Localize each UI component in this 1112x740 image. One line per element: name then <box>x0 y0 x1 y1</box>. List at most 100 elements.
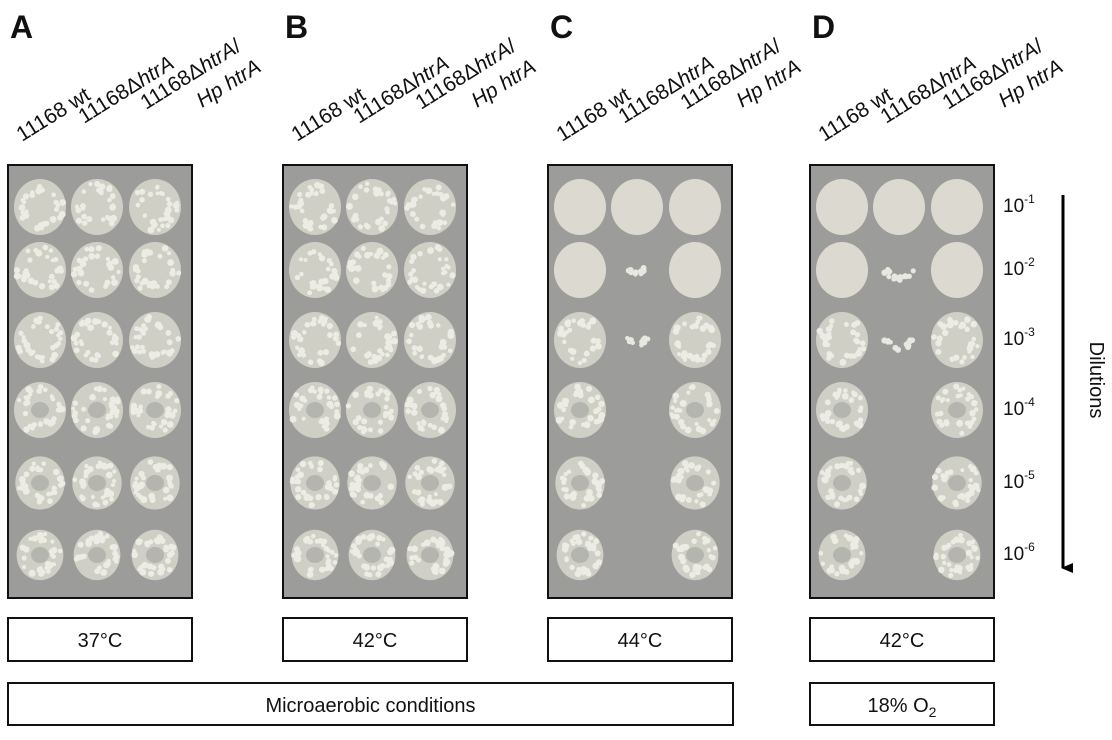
colony-dot <box>114 341 119 346</box>
colony-dot <box>28 349 35 357</box>
colony-dot <box>169 412 176 419</box>
colony-dot <box>333 552 339 558</box>
colony-dot <box>675 493 683 501</box>
colony-dot <box>37 467 44 473</box>
colony-dot <box>13 272 21 280</box>
spot-center <box>948 547 966 563</box>
colony-dot <box>53 256 59 263</box>
colony-dot <box>372 358 379 365</box>
colony-dot <box>93 358 99 363</box>
colony-dot <box>36 388 42 394</box>
colony-dot <box>426 497 433 504</box>
colony-dot <box>164 557 171 564</box>
colony-dot <box>952 319 959 326</box>
colony-dot <box>596 492 603 498</box>
spot-center <box>146 475 164 491</box>
colony-dot <box>582 466 590 474</box>
colony-dot <box>105 489 111 495</box>
colony-dot <box>317 318 323 323</box>
colony-dot <box>584 422 591 429</box>
colony-dot <box>427 247 434 254</box>
colony-dot <box>363 187 370 193</box>
colony-dot <box>72 266 78 272</box>
colony-dot <box>713 407 720 414</box>
colony-dot <box>935 467 942 474</box>
colony-dot <box>331 267 338 274</box>
colony-dot <box>162 486 170 494</box>
colony-dot <box>352 212 359 219</box>
colony-dot <box>699 501 706 508</box>
colony-dot <box>104 533 110 539</box>
colony-dot <box>680 423 687 430</box>
colony-dot <box>349 491 356 498</box>
panel-letter: C <box>550 9 573 45</box>
colony-dot <box>675 472 681 479</box>
colony-dot <box>710 554 716 561</box>
colony-dot <box>422 187 427 192</box>
colony-dot <box>384 206 390 212</box>
colony-dot <box>94 352 100 358</box>
colony-dot <box>135 274 141 280</box>
colony-dot <box>56 265 64 272</box>
colony-dot <box>581 503 587 508</box>
colony-dot <box>140 388 147 395</box>
colony-dot <box>383 410 390 417</box>
colony-dot <box>388 556 393 562</box>
colony-dot <box>638 271 644 277</box>
colony-dot <box>837 387 842 393</box>
colony-dot <box>307 225 314 232</box>
colony-dot <box>581 531 587 537</box>
colony-dot <box>557 328 565 335</box>
colony-dot <box>21 337 28 344</box>
colony-dot <box>377 326 382 331</box>
colony-dot <box>857 395 864 401</box>
colony-dot <box>425 187 433 195</box>
colony-dot <box>438 567 446 575</box>
colony-dot <box>387 483 395 491</box>
colony-dot <box>707 418 712 423</box>
colony-dot <box>559 475 565 481</box>
colony-dot <box>309 385 315 391</box>
colony-dot <box>694 569 701 576</box>
colony-dot <box>959 360 964 365</box>
colony-dot <box>892 274 898 279</box>
colony-dot <box>33 317 41 325</box>
colony-dot <box>931 484 939 492</box>
colony-dot <box>44 564 50 571</box>
colony-dot <box>447 331 455 339</box>
colony-dot <box>585 385 593 392</box>
colony-dot <box>703 322 710 329</box>
colony-dot <box>109 203 117 211</box>
colony-dot <box>970 321 978 328</box>
colony-dot <box>315 283 322 290</box>
colony-dot <box>293 401 301 409</box>
colony-dot <box>443 557 449 564</box>
colony-dot <box>896 277 903 283</box>
colony-dot <box>825 468 832 475</box>
colony-dot <box>829 318 835 324</box>
colony-dot <box>298 347 305 355</box>
colony-dot <box>79 341 85 347</box>
colony-dot <box>138 495 144 501</box>
spot-center <box>571 402 589 418</box>
colony-dot <box>166 250 172 256</box>
colony-dot <box>103 283 109 289</box>
colony-dot <box>157 253 163 259</box>
colony-dot <box>848 397 855 403</box>
colony-dot <box>385 192 390 197</box>
spot-center <box>421 402 439 418</box>
colony-dot <box>834 463 841 470</box>
colony-dot <box>676 546 683 553</box>
colony-dot <box>17 348 24 355</box>
colony-dot <box>593 408 599 415</box>
colony-dot <box>53 199 59 206</box>
colony-dot <box>113 408 120 415</box>
colony-dot <box>102 463 109 470</box>
colony-dot <box>569 494 577 501</box>
colony-dot <box>444 264 449 269</box>
colony-dot <box>906 273 912 279</box>
colony-dot <box>112 350 119 358</box>
colony-dot <box>328 202 335 209</box>
colony-dot <box>133 484 141 492</box>
